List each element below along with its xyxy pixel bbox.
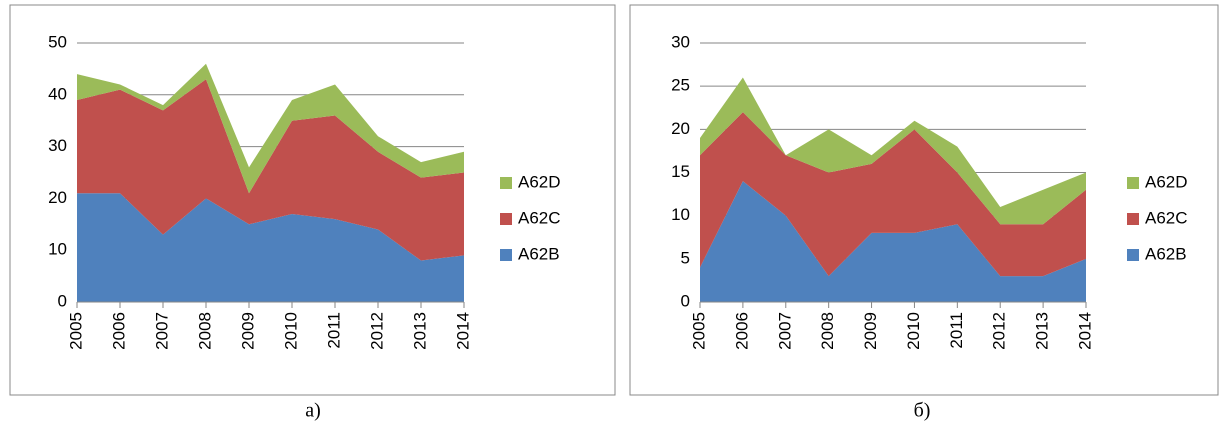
legend-label: A62C xyxy=(1145,208,1188,227)
legend-swatch xyxy=(500,249,512,261)
x-tick-label: 2009 xyxy=(238,312,257,350)
y-tick-label: 50 xyxy=(48,32,67,51)
x-tick-label: 2010 xyxy=(904,312,923,350)
x-tick-label: 2008 xyxy=(195,312,214,350)
x-tick-label: 2014 xyxy=(453,312,472,350)
legend-swatch xyxy=(1127,213,1139,225)
x-tick-label: 2012 xyxy=(990,312,1009,350)
y-tick-label: 30 xyxy=(48,136,67,155)
area xyxy=(77,63,464,194)
y-tick-label: 0 xyxy=(681,291,690,310)
x-tick-label: 2007 xyxy=(775,312,794,350)
legend-swatch xyxy=(1127,249,1139,261)
y-tick-label: 10 xyxy=(48,240,67,259)
x-tick-label: 2005 xyxy=(66,312,85,350)
area xyxy=(77,79,464,261)
y-tick-label: 0 xyxy=(58,291,67,310)
x-tick-label: 2006 xyxy=(109,312,128,350)
y-tick-label: 30 xyxy=(671,32,690,51)
y-tick-label: 20 xyxy=(671,119,690,138)
x-tick-label: 2005 xyxy=(689,312,708,350)
y-tick-label: 5 xyxy=(681,248,690,267)
x-tick-label: 2013 xyxy=(410,312,429,350)
legend-label: A62D xyxy=(518,172,561,191)
x-tick-label: 2010 xyxy=(281,312,300,350)
x-tick-label: 2011 xyxy=(947,312,966,349)
caption: а) xyxy=(305,400,321,422)
chart: 0 10 20 30 40 50 2005 2006 2007 2008 2009 2010 2011 2… xyxy=(9,4,616,422)
area xyxy=(700,181,1086,302)
y-tick-label: 20 xyxy=(48,188,67,207)
x-tick-label: 2007 xyxy=(152,312,171,350)
caption: б) xyxy=(914,400,931,422)
y-tick-label: 40 xyxy=(48,84,67,103)
x-tick-label: 2008 xyxy=(818,312,837,350)
legend-label: A62B xyxy=(518,244,560,263)
chart: 0 5 10 15 20 25 30 2005 2006 2007 2008 2009 2010 2011… xyxy=(629,4,1219,422)
legend-swatch xyxy=(500,213,512,225)
area xyxy=(700,77,1086,225)
x-tick-label: 2006 xyxy=(732,312,751,350)
x-tick-label: 2012 xyxy=(367,312,386,350)
x-tick-label: 2014 xyxy=(1075,312,1094,350)
legend-label: A62C xyxy=(518,208,561,227)
x-tick-label: 2009 xyxy=(861,312,880,350)
y-tick-label: 10 xyxy=(671,205,690,224)
legend-label: A62B xyxy=(1145,244,1187,263)
legend-swatch xyxy=(1127,177,1139,189)
y-tick-label: 25 xyxy=(671,76,690,95)
area xyxy=(77,193,464,302)
legend-label: A62D xyxy=(1145,172,1188,191)
x-tick-label: 2011 xyxy=(324,312,343,349)
area xyxy=(700,112,1086,277)
x-tick-label: 2013 xyxy=(1033,312,1052,350)
legend-swatch xyxy=(500,177,512,189)
y-tick-label: 15 xyxy=(671,162,690,181)
